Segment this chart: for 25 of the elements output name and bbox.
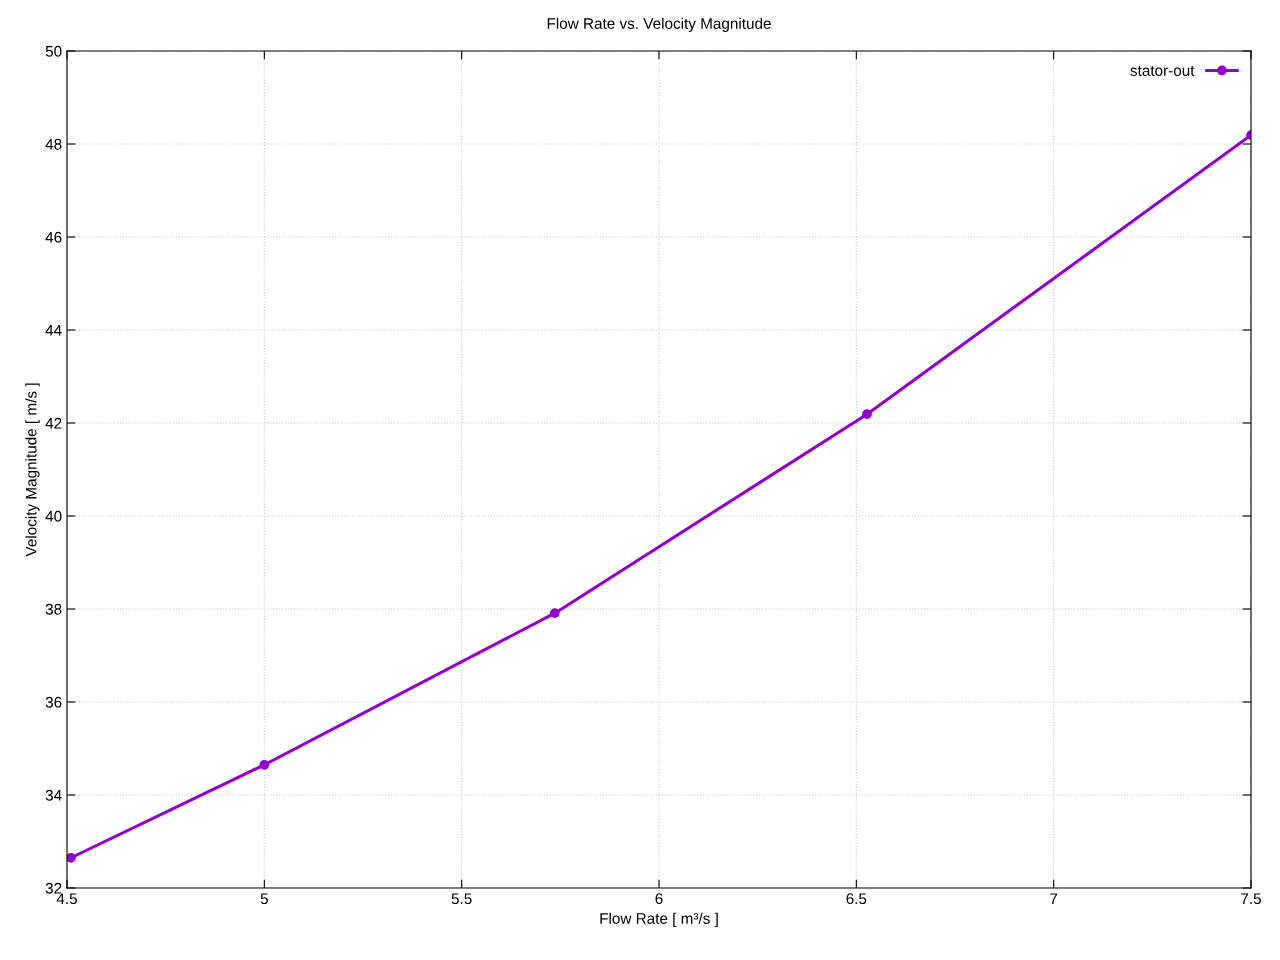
- x-tick-label: 7.5: [1241, 893, 1261, 905]
- y-tick-label: 38: [45, 603, 62, 615]
- legend-label: stator-out: [1130, 65, 1195, 76]
- y-tick-label: 36: [45, 696, 62, 708]
- y-tick-label: 42: [45, 417, 62, 429]
- y-tick-label: 46: [45, 231, 62, 243]
- y-tick-label: 50: [45, 45, 62, 57]
- x-tick-label: 4.5: [56, 893, 77, 905]
- y-tick-label: 40: [45, 510, 62, 522]
- chart-title: Flow Rate vs. Velocity Magnitude: [547, 17, 771, 32]
- x-axis-title: Flow Rate [ m³/s ]: [600, 912, 718, 927]
- x-tick-label: 5: [260, 893, 268, 905]
- x-tick-label: 7: [1050, 893, 1058, 904]
- y-tick-label: 48: [45, 138, 62, 150]
- y-tick-label: 34: [45, 789, 62, 801]
- point: [67, 852, 76, 863]
- y-tick-label: 32: [45, 882, 62, 894]
- x-tick-label: 5.5: [451, 893, 472, 905]
- y-axis-title: Velocity Magnitude [ m/s ]: [25, 383, 40, 557]
- x-tick-label: 6: [655, 893, 663, 905]
- x-tick-label: 6.5: [846, 893, 867, 905]
- point: [549, 608, 560, 619]
- y-tick-label: 44: [45, 325, 62, 336]
- point: [259, 759, 270, 770]
- point: [862, 409, 872, 420]
